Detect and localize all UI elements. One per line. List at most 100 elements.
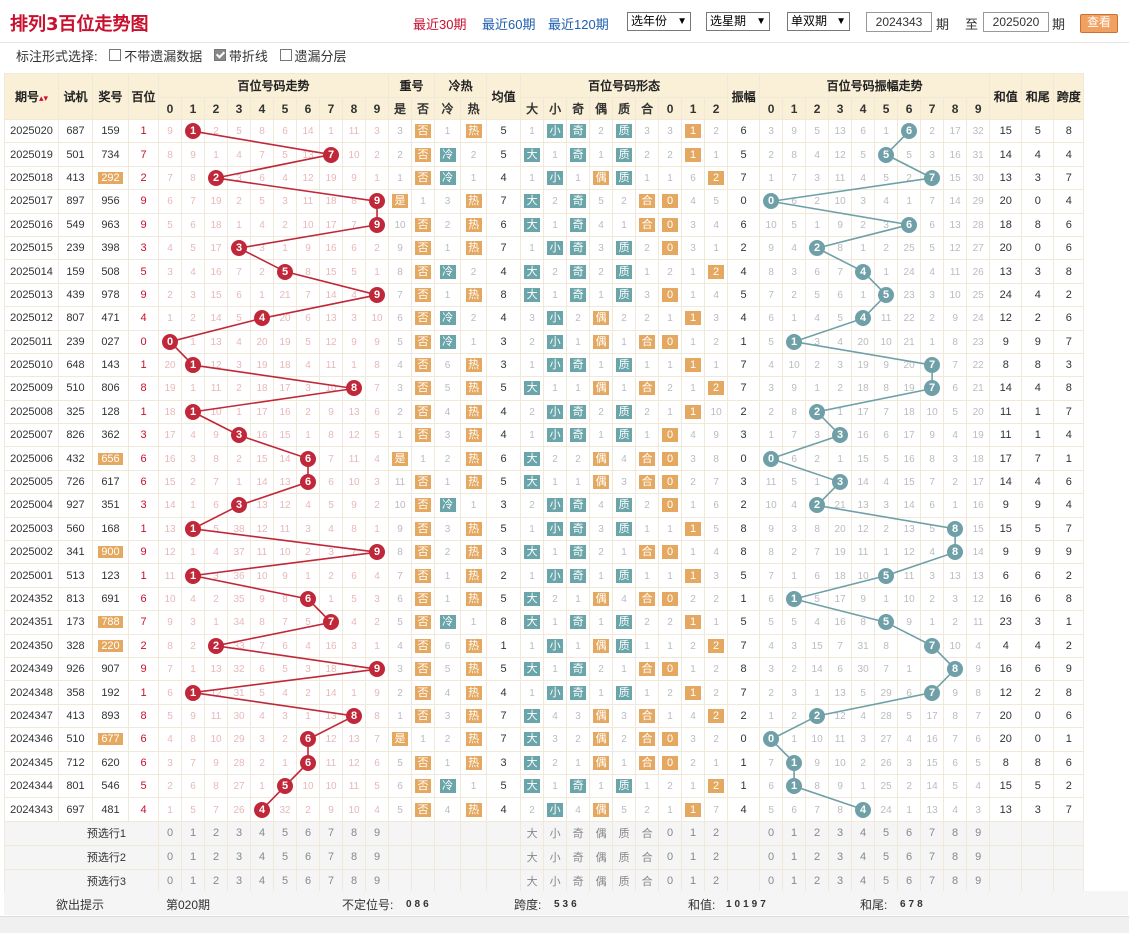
preselect-cell[interactable]: 6 [296,820,320,846]
preselect-cell[interactable]: 合 [635,820,660,846]
oddeven-select[interactable]: 单双期 ▼ [787,12,850,31]
preselect-cell[interactable]: 2 [805,844,830,870]
period-120-link[interactable]: 最近120期 [548,17,609,32]
preselect-cell[interactable] [1053,844,1085,870]
preselect-cell[interactable]: 3 [227,844,251,870]
preselect-cell[interactable] [388,844,413,870]
preselect-cell[interactable]: 合 [635,844,660,870]
preselect-cell[interactable]: 小 [543,820,568,846]
start-issue-input[interactable]: 2024343 [866,12,932,32]
preselect-cell[interactable]: 5 [273,820,297,846]
preselect-cell[interactable] [486,820,522,846]
preselect-cell[interactable]: 9 [364,844,390,870]
preselect-cell[interactable] [411,820,436,846]
preselect-cell[interactable] [989,820,1023,846]
preselect-cell[interactable]: 1 [782,868,807,894]
preselect-cell[interactable]: 2 [204,844,228,870]
preselect-cell[interactable] [411,868,436,894]
preselect-cell[interactable]: 3 [828,868,853,894]
preselect-cell[interactable]: 3 [227,820,251,846]
preselect-cell[interactable] [989,844,1023,870]
preselect-cell[interactable]: 7 [920,844,945,870]
preselect-cell[interactable] [1053,820,1085,846]
preselect-cell[interactable]: 2 [805,820,830,846]
preselect-cell[interactable] [486,868,522,894]
preselect-cell[interactable] [1021,820,1055,846]
preselect-cell[interactable]: 1 [181,844,205,870]
preselect-cell[interactable]: 7 [920,868,945,894]
preselect-cell[interactable]: 2 [704,844,729,870]
preselect-row[interactable]: 预选行2 0 1 2 3 4 5 6 7 8 9 大小奇偶质合 0 1 2 0 1 2 3 4 5 6 7 8 9 [4,844,1085,870]
preselect-cell[interactable]: 0 [759,844,784,870]
preselect-cell[interactable]: 1 [681,844,706,870]
weekday-select[interactable]: 选星期 ▼ [706,12,770,31]
preselect-cell[interactable] [411,844,436,870]
preselect-cell[interactable]: 9 [364,868,390,894]
preselect-cell[interactable] [727,868,761,894]
preselect-cell[interactable]: 8 [342,820,366,846]
preselect-cell[interactable]: 4 [250,844,274,870]
preselect-cell[interactable]: 偶 [589,868,614,894]
preselect-cell[interactable]: 1 [782,820,807,846]
preselect-cell[interactable]: 小 [543,844,568,870]
preselect-cell[interactable]: 2 [204,868,228,894]
preselect-cell[interactable] [388,820,413,846]
preselect-cell[interactable] [727,844,761,870]
preselect-cell[interactable]: 1 [681,868,706,894]
preselect-cell[interactable]: 6 [296,844,320,870]
col-issue-header[interactable]: 期号▴▾ [4,73,59,120]
preselect-cell[interactable]: 大 [520,844,545,870]
preselect-cell[interactable] [460,868,488,894]
preselect-cell[interactable]: 偶 [589,820,614,846]
polyline-checkbox[interactable] [213,48,226,61]
preselect-cell[interactable]: 5 [874,820,899,846]
preselect-cell[interactable]: 9 [966,868,991,894]
preselect-cell[interactable]: 奇 [566,844,591,870]
preselect-cell[interactable]: 8 [342,844,366,870]
preselect-cell[interactable]: 3 [828,844,853,870]
preselect-cell[interactable]: 2 [805,868,830,894]
preselect-cell[interactable]: 6 [897,868,922,894]
preselect-cell[interactable] [460,844,488,870]
preselect-cell[interactable]: 0 [658,868,683,894]
preselect-cell[interactable]: 大 [520,868,545,894]
preselect-cell[interactable]: 小 [543,868,568,894]
preselect-cell[interactable]: 2 [704,820,729,846]
preselect-cell[interactable]: 4 [851,820,876,846]
preselect-cell[interactable]: 5 [273,868,297,894]
preselect-cell[interactable] [486,844,522,870]
preselect-cell[interactable] [460,820,488,846]
preselect-cell[interactable]: 0 [759,868,784,894]
preselect-cell[interactable]: 偶 [589,844,614,870]
preselect-cell[interactable]: 4 [851,868,876,894]
preselect-cell[interactable]: 奇 [566,820,591,846]
preselect-cell[interactable] [434,844,462,870]
year-select[interactable]: 选年份 ▼ [627,12,691,31]
preselect-cell[interactable]: 2 [704,868,729,894]
preselect-cell[interactable]: 8 [943,844,968,870]
preselect-cell[interactable]: 0 [658,844,683,870]
preselect-cell[interactable]: 1 [782,844,807,870]
preselect-cell[interactable] [1021,844,1055,870]
preselect-cell[interactable]: 8 [943,868,968,894]
preselect-cell[interactable]: 8 [943,820,968,846]
preselect-cell[interactable]: 5 [874,844,899,870]
preselect-cell[interactable]: 8 [342,868,366,894]
preselect-cell[interactable]: 7 [319,868,343,894]
preselect-cell[interactable] [388,868,413,894]
preselect-cell[interactable]: 1 [181,820,205,846]
preselect-cell[interactable]: 1 [681,820,706,846]
preselect-cell[interactable]: 9 [966,820,991,846]
preselect-row[interactable]: 预选行1 0 1 2 3 4 5 6 7 8 9 大小奇偶质合 0 1 2 0 1 2 3 4 5 6 7 8 9 [4,820,1085,846]
preselect-cell[interactable]: 9 [364,820,390,846]
no-miss-checkbox[interactable] [109,48,122,61]
miss-layer-checkbox[interactable] [279,48,292,61]
preselect-cell[interactable]: 奇 [566,868,591,894]
preselect-cell[interactable]: 质 [612,868,637,894]
preselect-cell[interactable]: 质 [612,844,637,870]
end-issue-input[interactable]: 2025020 [983,12,1049,32]
preselect-cell[interactable]: 6 [897,844,922,870]
preselect-cell[interactable]: 0 [158,844,182,870]
preselect-cell[interactable]: 7 [319,844,343,870]
preselect-cell[interactable]: 2 [204,820,228,846]
